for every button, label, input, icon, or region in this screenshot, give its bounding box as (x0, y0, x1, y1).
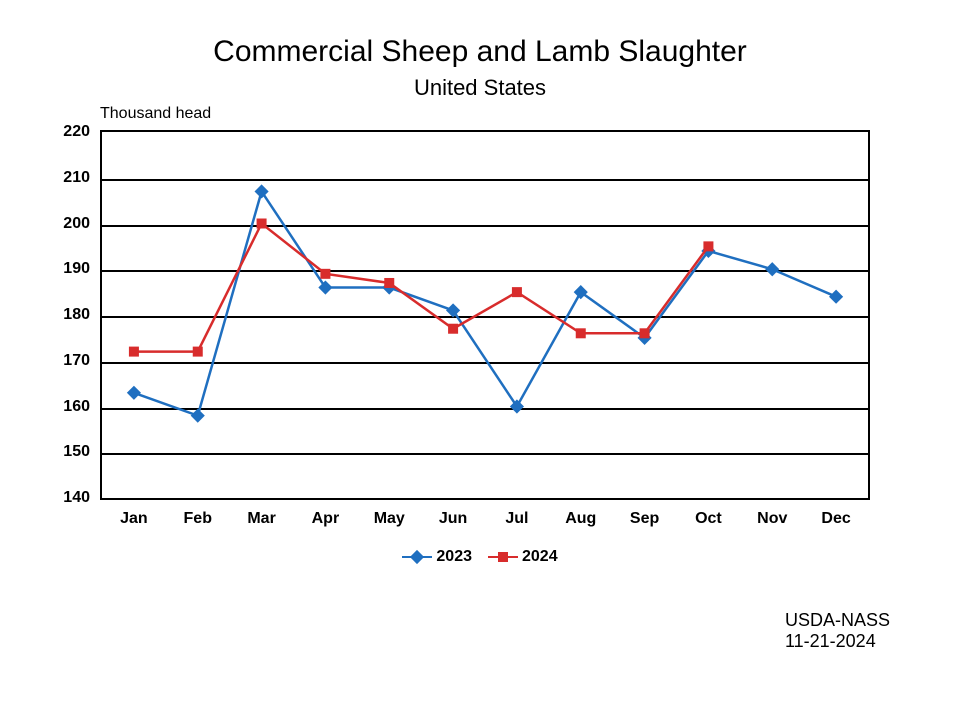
y-axis-label: Thousand head (100, 105, 211, 123)
legend-label: 2023 (436, 548, 472, 566)
legend-item-2024: 2024 (488, 548, 558, 566)
series-marker-2023 (318, 280, 332, 294)
x-tick-label: May (374, 510, 405, 528)
square-icon (498, 552, 508, 562)
y-tick-label: 200 (30, 215, 90, 233)
x-tick-label: Sep (630, 510, 659, 528)
y-tick-label: 170 (30, 352, 90, 370)
chart-container: Commercial Sheep and Lamb Slaughter Unit… (0, 0, 960, 720)
legend: 2023 2024 (0, 545, 960, 566)
source-org: USDA-NASS (785, 610, 890, 631)
legend-line-icon (488, 556, 518, 559)
series-svg (100, 130, 870, 500)
x-tick-label: Jan (120, 510, 148, 528)
source-attribution: USDA-NASS 11-21-2024 (785, 610, 890, 652)
series-marker-2024 (640, 328, 650, 338)
x-tick-label: Dec (821, 510, 850, 528)
series-marker-2023 (829, 290, 843, 304)
legend-item-2023: 2023 (402, 548, 472, 566)
series-marker-2023 (765, 262, 779, 276)
x-tick-label: Feb (184, 510, 212, 528)
series-marker-2024 (384, 278, 394, 288)
x-tick-label: Oct (695, 510, 722, 528)
series-marker-2023 (191, 409, 205, 423)
chart-subtitle: United States (0, 75, 960, 101)
x-tick-label: Nov (757, 510, 787, 528)
series-marker-2024 (129, 347, 139, 357)
series-marker-2024 (576, 328, 586, 338)
y-tick-label: 220 (30, 123, 90, 141)
y-tick-label: 180 (30, 306, 90, 324)
chart-title: Commercial Sheep and Lamb Slaughter (0, 35, 960, 69)
series-marker-2023 (127, 386, 141, 400)
series-marker-2024 (320, 269, 330, 279)
series-line-2024 (134, 224, 709, 352)
x-tick-label: Apr (312, 510, 340, 528)
y-tick-label: 150 (30, 443, 90, 461)
series-marker-2024 (512, 287, 522, 297)
y-tick-label: 160 (30, 398, 90, 416)
y-tick-label: 210 (30, 169, 90, 187)
series-marker-2024 (448, 324, 458, 334)
series-marker-2024 (193, 347, 203, 357)
series-line-2023 (134, 191, 836, 415)
y-tick-label: 190 (30, 260, 90, 278)
series-marker-2024 (257, 219, 267, 229)
diamond-icon (410, 550, 424, 564)
legend-line-icon (402, 556, 432, 559)
x-tick-label: Jun (439, 510, 467, 528)
series-marker-2024 (703, 241, 713, 251)
series-marker-2023 (510, 399, 524, 413)
legend-label: 2024 (522, 548, 558, 566)
y-tick-label: 140 (30, 489, 90, 507)
series-marker-2023 (255, 184, 269, 198)
x-tick-label: Aug (565, 510, 596, 528)
source-date: 11-21-2024 (785, 631, 890, 652)
series-marker-2023 (446, 303, 460, 317)
x-tick-label: Jul (505, 510, 528, 528)
x-tick-label: Mar (247, 510, 275, 528)
